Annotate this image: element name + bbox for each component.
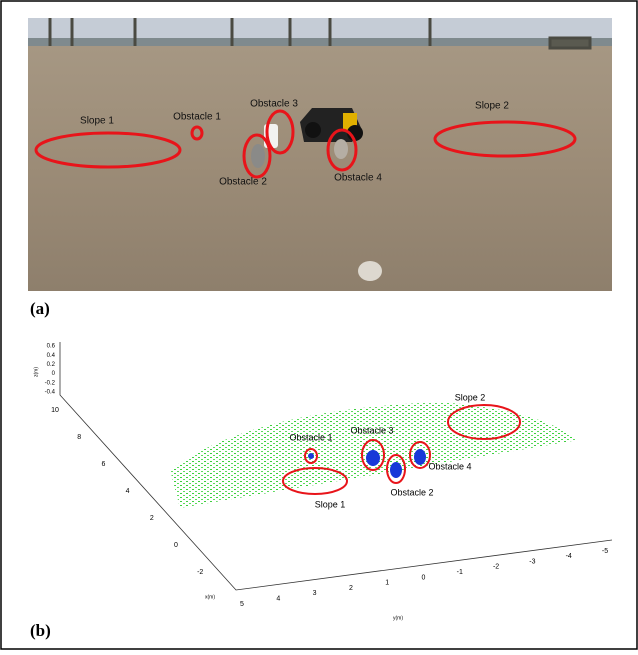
rock <box>334 139 348 159</box>
annotation: Slope 2 <box>455 392 486 402</box>
figure: (a) (b) Slope 1 Obstacle 1 Obstacle 3 Obsta… <box>0 0 638 650</box>
x-tick-label: 2 <box>150 515 154 522</box>
x-tick-label: -2 <box>197 569 203 576</box>
annotation: Obstacle 4 <box>334 173 382 184</box>
x-tick-label: 6 <box>101 461 105 468</box>
sky <box>28 18 612 40</box>
x-tick-label: 8 <box>77 434 81 441</box>
y-tick-label: -1 <box>457 569 463 576</box>
z-tick-label: 0 <box>52 371 56 377</box>
annotation: Obstacle 1 <box>173 112 221 123</box>
x-tick-label: 0 <box>174 542 178 549</box>
y-tick-label: 5 <box>240 601 244 608</box>
page: {"panels": { "a": {"label": "(a)", "anno… <box>0 0 638 655</box>
x-axis-label: x(m) <box>205 594 215 600</box>
z-axis-label: z(m) <box>33 367 39 377</box>
rock <box>251 144 265 168</box>
panel-label: (a) <box>30 299 50 318</box>
annotation: Obstacle 3 <box>250 99 298 110</box>
z-tick-label: 0.6 <box>47 344 56 350</box>
panel-label: (b) <box>30 621 51 640</box>
y-tick-label: 0 <box>422 574 426 581</box>
annotation: Slope 1 <box>80 116 114 127</box>
wheel <box>305 122 321 138</box>
x-tick-label: 4 <box>126 488 130 495</box>
y-tick-label: 1 <box>385 580 389 587</box>
cluster <box>414 449 426 465</box>
annotation: Slope 1 <box>315 499 346 509</box>
y-tick-label: 3 <box>313 590 317 597</box>
y-tick-label: -3 <box>529 558 535 565</box>
annotation: Obstacle 3 <box>350 425 393 435</box>
x-tick-label: 10 <box>51 407 59 414</box>
annotation: Obstacle 2 <box>390 487 433 497</box>
point-cloud-plot <box>60 342 612 590</box>
cluster <box>390 462 402 478</box>
y-axis-label: y(m) <box>393 615 403 621</box>
z-tick-label: 0.4 <box>47 353 56 359</box>
z-tick-label: -0.2 <box>45 380 56 386</box>
rock <box>358 261 382 281</box>
y-tick-label: -5 <box>602 548 608 555</box>
annotation: Obstacle 4 <box>428 461 471 471</box>
cluster <box>366 450 380 466</box>
y-tick-label: 2 <box>349 585 353 592</box>
annotation: Slope 2 <box>475 101 509 112</box>
water <box>28 38 612 46</box>
y-tick-label: -4 <box>566 553 572 560</box>
z-tick-label: 0.2 <box>47 362 56 368</box>
y-tick-label: -2 <box>493 564 499 571</box>
z-tick-label: -0.4 <box>45 390 56 396</box>
annotation: Obstacle 2 <box>219 177 267 188</box>
cluster <box>308 453 314 459</box>
annotation: Obstacle 1 <box>289 432 332 442</box>
y-tick-label: 4 <box>276 596 280 603</box>
